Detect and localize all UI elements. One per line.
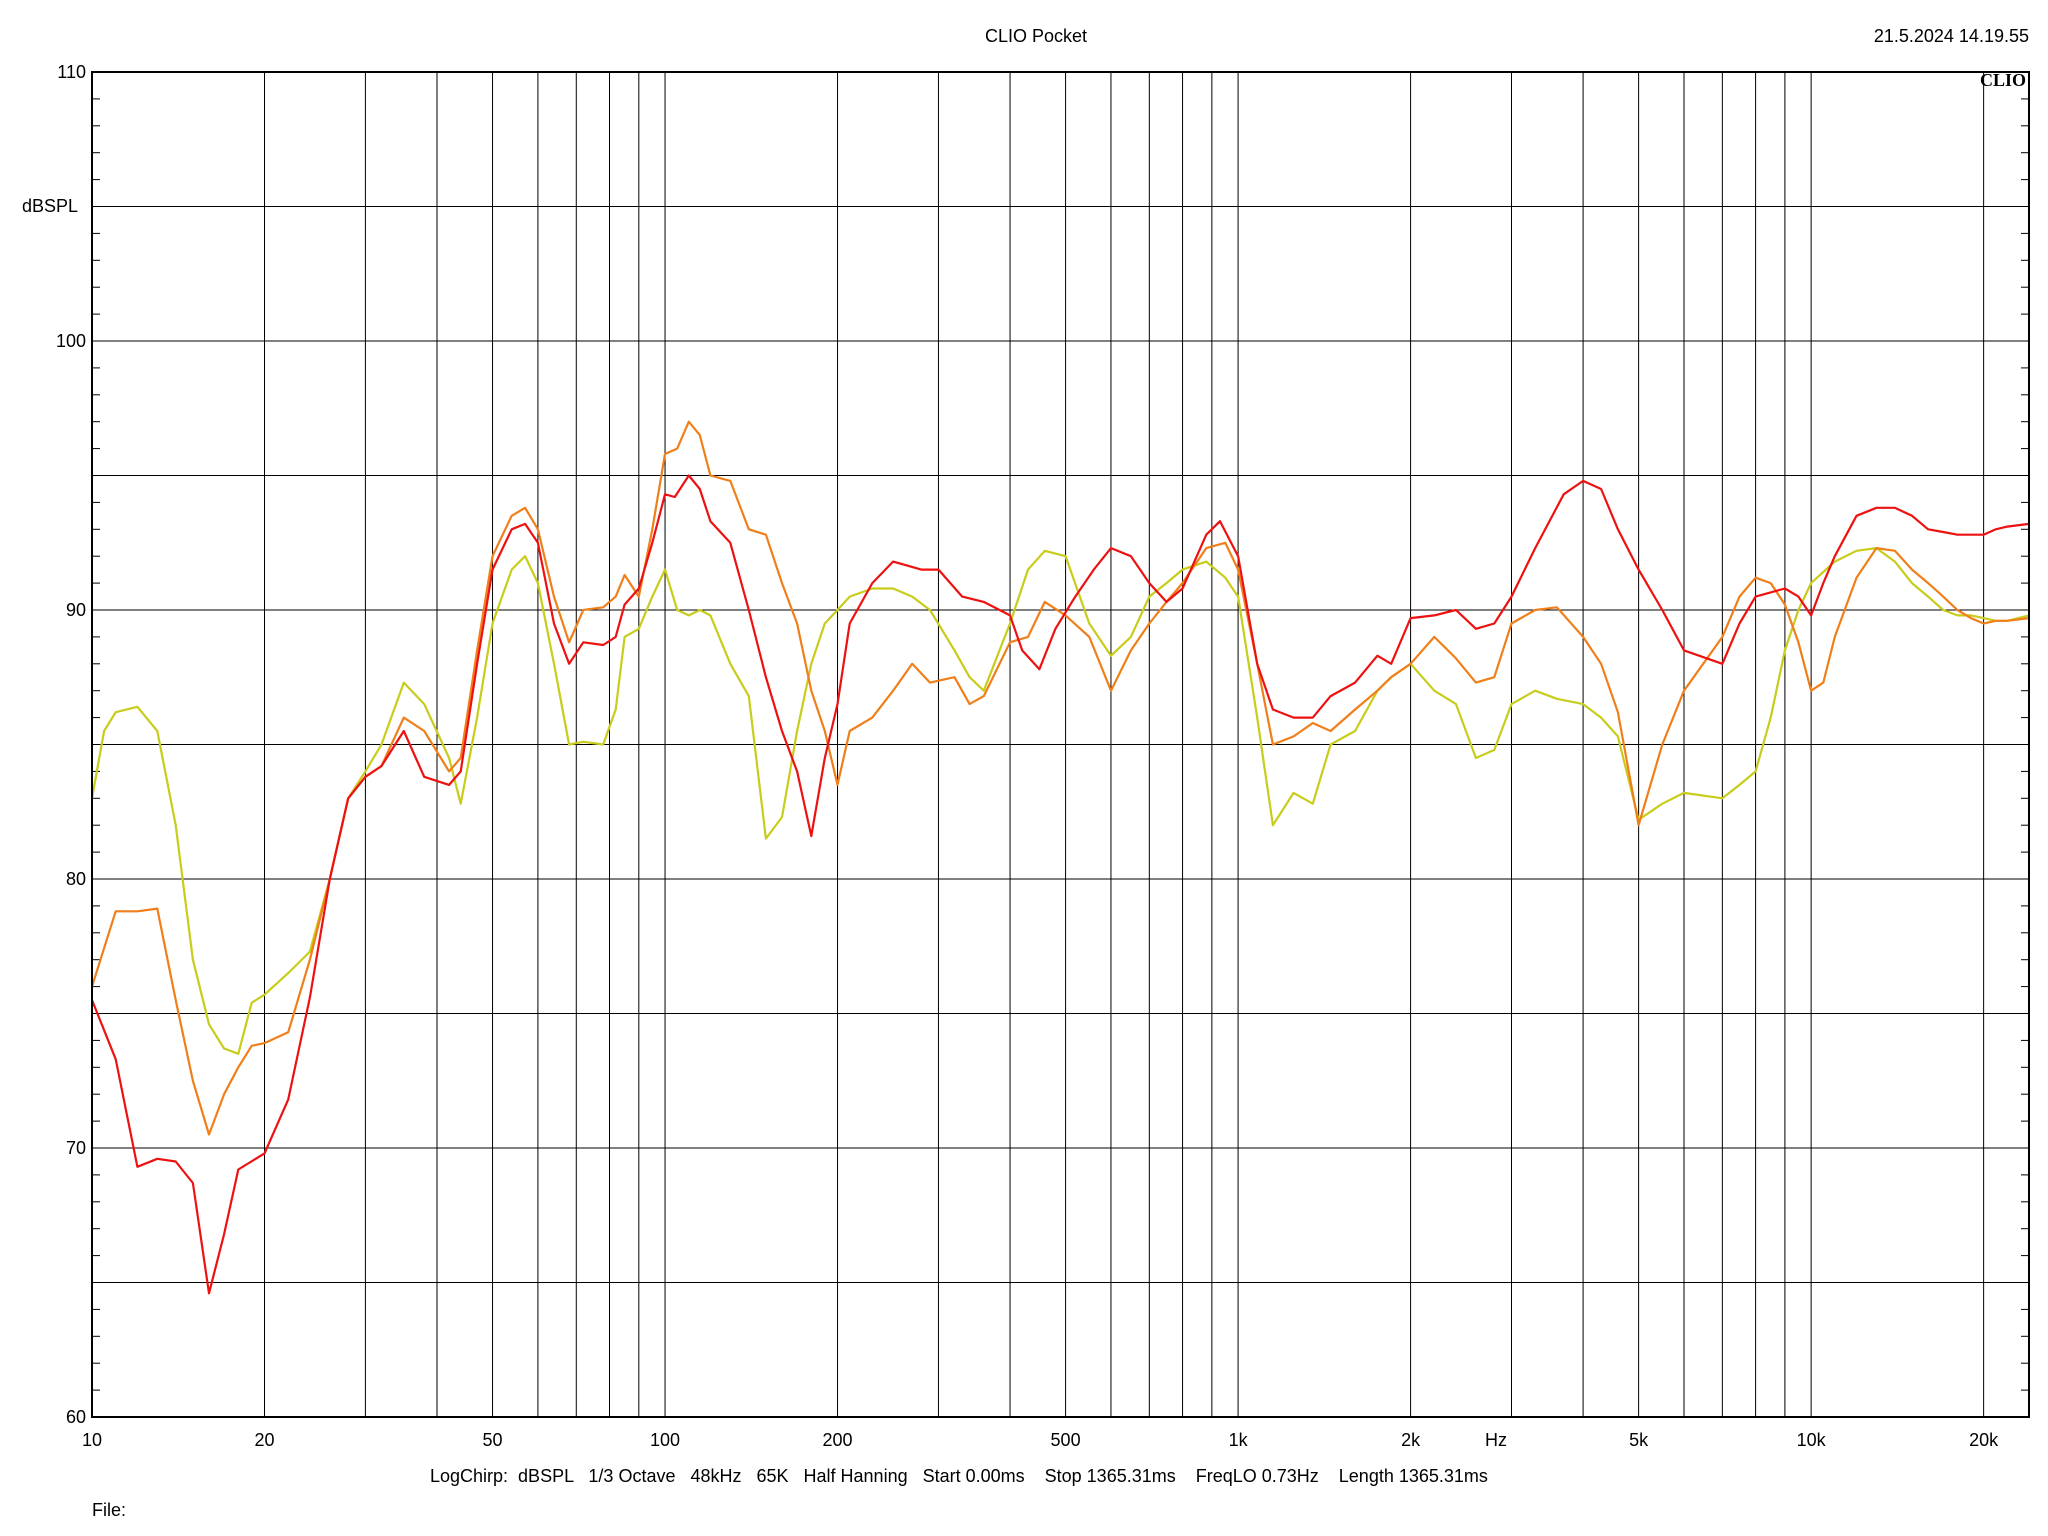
grid <box>92 72 2029 1417</box>
x-axis-unit: Hz <box>1485 1430 1507 1450</box>
y-axis-label: dBSPL <box>22 196 78 216</box>
series-line-1 <box>90 474 2030 1295</box>
x-tick-label: 1k <box>1229 1430 1249 1450</box>
clio-logo-text: CLIO <box>1980 70 2026 90</box>
y-tick-label: 90 <box>66 600 86 620</box>
tick-labels: 10 20 50 100 200 500 1k 2k 5k 10k 20k 110 100 90 80 70 6… <box>56 62 1999 1450</box>
x-tick-label: 10k <box>1797 1430 1827 1450</box>
x-tick-label: 10 <box>82 1430 102 1450</box>
y-tick-label: 70 <box>66 1138 86 1158</box>
plot-frame <box>91 71 2030 1418</box>
file-label: File: <box>92 1500 126 1520</box>
x-tick-label: 50 <box>483 1430 503 1450</box>
measurement-settings: LogChirp: dBSPL 1/3 Octave 48kHz 65K Hal… <box>430 1466 1488 1486</box>
y-tick-label: 60 <box>66 1407 86 1427</box>
series-line-2 <box>90 420 2030 1136</box>
x-tick-label: 20 <box>254 1430 274 1450</box>
y-tick-label: 110 <box>57 62 86 82</box>
x-tick-label: 5k <box>1629 1430 1649 1450</box>
x-tick-label: 500 <box>1051 1430 1081 1450</box>
x-tick-label: 2k <box>1401 1430 1421 1450</box>
y-tick-label: 100 <box>56 331 86 351</box>
x-tick-label: 100 <box>650 1430 680 1450</box>
chart-title: CLIO Pocket <box>985 26 1087 46</box>
series-line-3 <box>90 547 2030 1055</box>
x-tick-label: 20k <box>1969 1430 1999 1450</box>
x-tick-label: 200 <box>823 1430 853 1450</box>
y-tick-label: 80 <box>66 869 86 889</box>
series-lines <box>90 420 2030 1295</box>
timestamp: 21.5.2024 14.19.55 <box>1874 26 2029 46</box>
